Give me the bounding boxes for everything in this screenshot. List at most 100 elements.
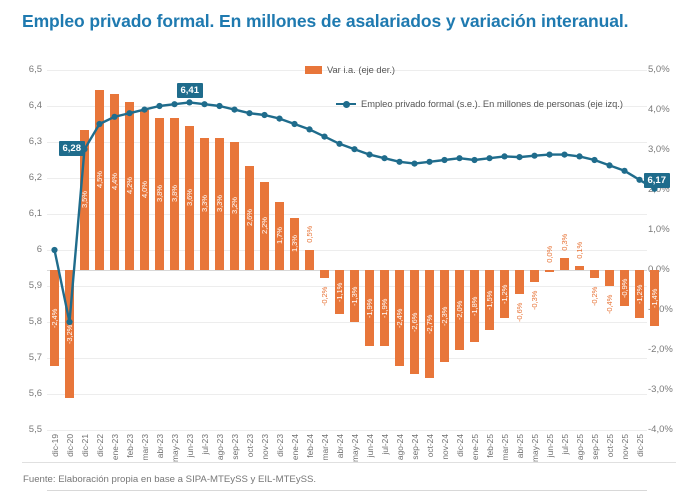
x-axis-tick-label: jun-23 xyxy=(184,434,195,458)
bar xyxy=(304,250,315,270)
line-marker xyxy=(471,156,478,164)
y-axis-left-tick-label: 6,1 xyxy=(28,208,42,219)
footer-divider xyxy=(22,462,676,463)
x-axis-tick-label: mar-25 xyxy=(499,434,510,461)
x-axis-tick-label: jun-25 xyxy=(544,434,555,458)
bar xyxy=(649,270,660,326)
x-axis-tick-label: dic-19 xyxy=(49,434,60,457)
bar xyxy=(574,266,585,270)
bar xyxy=(94,90,105,270)
gridline xyxy=(47,322,647,323)
line-marker xyxy=(411,160,418,167)
line-marker xyxy=(111,113,118,120)
x-axis-tick-label: dic-20 xyxy=(64,434,75,457)
y-axis-left-tick-label: 6,3 xyxy=(28,136,42,147)
x-axis-tick-label: feb-23 xyxy=(124,434,135,458)
legend-line-swatch xyxy=(336,99,356,109)
bar xyxy=(319,270,330,278)
y-axis-right-tick-label: 4,0% xyxy=(648,104,670,115)
y-axis-left-tick-label: 5,9 xyxy=(28,280,42,291)
x-axis-tick-label: sep-25 xyxy=(589,434,600,460)
bar xyxy=(274,202,285,270)
bar xyxy=(289,218,300,270)
line-marker xyxy=(216,102,223,110)
line-marker xyxy=(96,120,103,128)
line-marker xyxy=(381,155,388,162)
bar xyxy=(424,270,435,378)
y-axis-right-tick-label: 3,0% xyxy=(648,144,670,155)
x-axis-tick-label: ago-23 xyxy=(214,434,225,461)
legend-bar-label: Var i.a. (eje der.) xyxy=(327,65,396,75)
line-path xyxy=(53,101,656,324)
line-marker xyxy=(321,133,328,140)
line-marker xyxy=(606,162,613,169)
gridline xyxy=(47,142,647,143)
line-marker xyxy=(366,151,373,158)
bar xyxy=(619,270,630,306)
y-axis-right-tick-label: -3,0% xyxy=(648,384,673,395)
line-marker xyxy=(141,106,148,113)
gridline xyxy=(47,358,647,359)
line-marker xyxy=(336,140,343,147)
line-series xyxy=(51,99,658,326)
gridline xyxy=(47,214,647,215)
line-marker xyxy=(261,111,268,119)
gridline xyxy=(47,250,647,251)
y-axis-right-tick-label: -4,0% xyxy=(648,424,673,435)
bar xyxy=(364,270,375,346)
x-axis-tick-label: sep-24 xyxy=(409,434,420,460)
y-axis-right-tick-label: -2,0% xyxy=(648,344,673,355)
bar xyxy=(64,270,75,398)
line-marker xyxy=(126,110,133,117)
line-marker xyxy=(306,126,313,133)
gridline xyxy=(47,286,647,287)
line-marker xyxy=(501,153,508,160)
source-note: Fuente: Elaboración propia en base a SIP… xyxy=(23,474,317,485)
bar xyxy=(124,102,135,270)
line-marker xyxy=(636,176,643,183)
bar xyxy=(334,270,345,314)
line-marker xyxy=(441,156,448,164)
bar xyxy=(379,270,390,346)
line-marker xyxy=(561,151,568,158)
legend-bars: Var i.a. (eje der.) xyxy=(305,65,395,75)
x-axis-tick-label: dic-23 xyxy=(274,434,285,457)
bar xyxy=(169,118,180,270)
bar xyxy=(544,270,555,272)
bar xyxy=(499,270,510,318)
bar xyxy=(469,270,480,342)
line-marker xyxy=(66,318,73,326)
x-axis-tick-label: ago-25 xyxy=(574,434,585,461)
bar xyxy=(409,270,420,374)
bar xyxy=(139,110,150,270)
bar xyxy=(199,138,210,270)
line-marker xyxy=(591,156,598,164)
legend-line: Empleo privado formal (s.e.). En millone… xyxy=(336,99,623,109)
line-marker xyxy=(426,158,433,165)
y-axis-left-tick-label: 6,2 xyxy=(28,172,42,183)
line-marker xyxy=(486,155,493,162)
x-axis-tick-label: sep-23 xyxy=(229,434,240,460)
bar xyxy=(634,270,645,318)
data-callout: 6,28 xyxy=(58,141,85,157)
x-axis-tick-label: jul-24 xyxy=(379,434,390,455)
y-axis-left-tick-label: 6,4 xyxy=(28,100,42,111)
x-axis-tick-label: ago-24 xyxy=(394,434,405,461)
x-axis-tick-label: oct-23 xyxy=(244,434,255,458)
y-axis-right-tick-label: 2,0% xyxy=(648,184,670,195)
chart-title: Empleo privado formal. En millones de as… xyxy=(22,11,629,31)
bar xyxy=(349,270,360,322)
x-axis-tick-label: may-24 xyxy=(349,434,360,462)
x-axis-tick-label: nov-23 xyxy=(259,434,270,460)
line-marker xyxy=(51,246,58,254)
bar xyxy=(439,270,450,362)
line-marker xyxy=(396,158,403,165)
bar xyxy=(604,270,615,286)
bar xyxy=(49,270,60,366)
zero-line xyxy=(47,270,647,271)
bar xyxy=(79,130,90,270)
line-marker xyxy=(531,152,538,159)
x-axis-tick-label: ene-25 xyxy=(469,434,480,461)
y-axis-right-tick-label: 0,0% xyxy=(648,264,694,275)
data-callout: 6,17 xyxy=(643,172,670,188)
